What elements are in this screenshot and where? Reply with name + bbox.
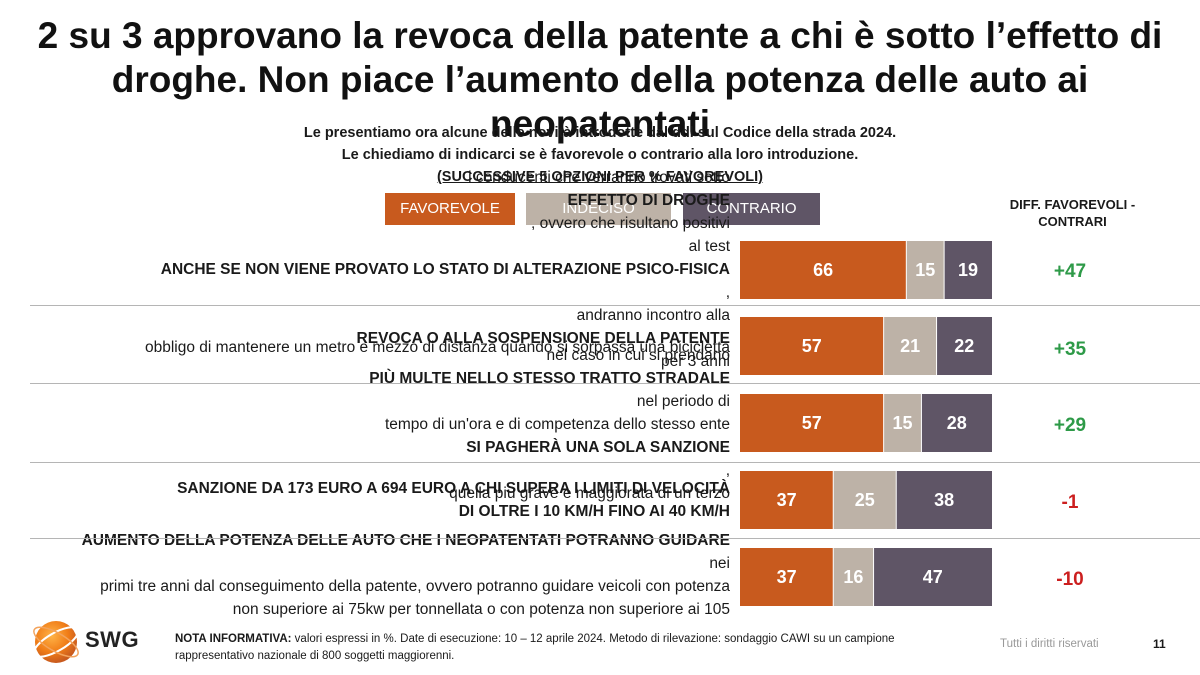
diff-value-3: +29 <box>1053 415 1087 436</box>
title-line-1: 2 su 3 approvano la revoca della patente… <box>37 15 1163 56</box>
diff-value-4: -1 <box>1061 492 1079 513</box>
bar-favorevole-row-3 <box>740 394 884 452</box>
row-label-1: i conducenti che verranno trovati sotto … <box>160 168 730 370</box>
bar-indeciso-row-5 <box>833 548 874 606</box>
bar-favorevole-row-4 <box>740 471 834 529</box>
data-label-indeciso-row-4: 25 <box>855 490 875 510</box>
row-separator <box>30 383 1200 384</box>
data-label-indeciso-row-3: 15 <box>893 413 913 433</box>
diff-header-line-2: CONTRARI <box>1038 214 1107 229</box>
title-line-2: droghe. Non piace l’aumento della potenz… <box>111 59 1089 144</box>
data-label-contrario-row-5: 47 <box>923 567 943 587</box>
question-line-3: (SUCCESSIVE 5 OPZIONI PER % FAVOREVOLI) <box>436 169 764 185</box>
rights-text: Tutti i diritti riservati <box>1000 638 1099 650</box>
methodology-note: NOTA INFORMATIVA: valori espressi in %. … <box>175 633 895 662</box>
data-label-favorevole-row-1: 66 <box>813 260 833 280</box>
row-separator <box>30 462 1200 463</box>
data-label-favorevole-row-4: 37 <box>777 490 797 510</box>
swg-logo-text: SWG <box>85 627 140 652</box>
legend-indeciso: INDECISO <box>526 193 671 225</box>
data-label-contrario-row-1: 19 <box>958 260 978 280</box>
data-label-favorevole-row-2: 57 <box>802 336 822 356</box>
bar-contrario-row-2 <box>936 317 992 375</box>
legend-favorevole: FAVOREVOLE <box>385 193 515 225</box>
legend-contrario: CONTRARIO <box>683 193 820 225</box>
diff-column-header: DIFF. FAVOREVOLI - CONTRARI <box>1000 196 1145 230</box>
diff-value-2: +35 <box>1053 339 1087 360</box>
diff-value-5: -10 <box>1056 569 1084 590</box>
bar-indeciso-row-2 <box>883 317 937 375</box>
bar-indeciso-row-4 <box>833 471 897 529</box>
bar-indeciso-row-1 <box>906 241 945 299</box>
row-label-3: nel caso in cui si prendano PIÙ MULTE NE… <box>369 346 730 502</box>
bar-contrario-row-4 <box>896 471 992 529</box>
question-line-2: Le chiediamo di indicarci se è favorevol… <box>341 147 859 163</box>
page-number: 11 <box>1153 637 1166 651</box>
bar-contrario-row-1 <box>944 241 992 299</box>
data-label-indeciso-row-1: 15 <box>915 260 935 280</box>
data-label-favorevole-row-3: 57 <box>802 413 822 433</box>
diff-header-line-1: DIFF. FAVOREVOLI - <box>1009 197 1136 212</box>
bar-contrario-row-5 <box>873 548 992 606</box>
bar-indeciso-row-3 <box>883 394 922 452</box>
question-line-1: Le presentiamo ora alcune delle novità i… <box>303 125 897 141</box>
row-separator <box>30 538 1200 539</box>
bar-favorevole-row-1 <box>740 241 907 299</box>
row-label-5: AUMENTO DELLA POTENZA DELLE AUTO CHE I N… <box>81 532 730 618</box>
bar-favorevole-row-2 <box>740 317 884 375</box>
question-text: Le presentiamo ora alcune delle novità i… <box>0 122 1200 188</box>
data-label-contrario-row-3: 28 <box>947 413 967 433</box>
data-label-indeciso-row-2: 21 <box>900 336 920 356</box>
data-label-favorevole-row-5: 37 <box>777 567 797 587</box>
bar-favorevole-row-5 <box>740 548 834 606</box>
row-label-4: SANZIONE DA 173 EURO A 694 EURO A CHI SU… <box>177 480 730 520</box>
data-label-indeciso-row-5: 16 <box>843 567 863 587</box>
data-label-contrario-row-4: 38 <box>934 490 954 510</box>
row-label-2: obbligo di mantenere un metro e mezzo di… <box>144 338 730 356</box>
row-separator <box>30 305 1200 306</box>
bar-contrario-row-3 <box>921 394 992 452</box>
data-label-contrario-row-2: 22 <box>954 336 974 356</box>
swg-logo-icon <box>32 621 80 663</box>
diff-value-1: +47 <box>1053 261 1087 282</box>
page-title: 2 su 3 approvano la revoca della patente… <box>0 14 1200 146</box>
